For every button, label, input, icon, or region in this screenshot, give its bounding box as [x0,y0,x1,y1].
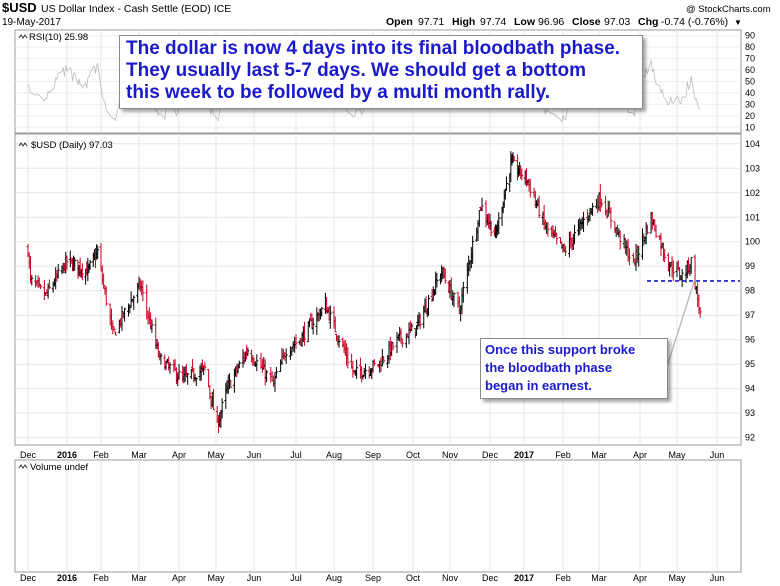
open-value: 97.71 [418,16,444,28]
x-tick-label: Apr [633,450,647,460]
price-label: $USD (Daily) 97.03 [31,140,113,151]
x-tick-label: Oct [406,450,421,460]
volume-x-tick-label: 2016 [57,573,77,583]
volume-x-tick-label: Feb [93,573,109,583]
x-tick-label: May [668,450,686,460]
rsi-tick-label: 80 [745,42,755,52]
volume-x-tick-label: Jun [247,573,262,583]
y-tick-label: 94 [745,384,755,394]
main-annotation-box: The dollar is now 4 days into its final … [119,35,643,109]
rsi-panel-icon [18,34,28,39]
x-tick-label: Apr [172,450,186,460]
volume-x-tick-label: Apr [172,573,186,583]
x-tick-label: Mar [591,450,607,460]
x-tick-label: Sep [365,450,381,460]
volume-x-tick-label: Apr [633,573,647,583]
volume-x-tick-label: Feb [555,573,571,583]
rsi-tick-label: 50 [745,77,755,87]
chg-down-icon: ▼ [734,18,742,27]
y-tick-label: 95 [745,359,755,369]
support-annotation-line: the bloodbath phase [485,360,613,375]
high-value: 97.74 [480,16,506,28]
x-tick-label: Dec [20,450,37,460]
chart-date: 19-May-2017 [2,17,61,28]
x-tick-label: Dec [482,450,499,460]
watermark: @ StockCharts.com [686,4,771,15]
x-tick-label: Nov [442,450,459,460]
x-tick-label: Aug [326,450,342,460]
y-axis: 92 93 94 95 96 97 98 99 100 101 102 103 104 [745,139,760,443]
y-tick-label: 102 [745,188,760,198]
rsi-tick-label: 70 [745,54,755,64]
y-tick-label: 93 [745,408,755,418]
price-bars [26,151,702,433]
volume-x-tick-label: Nov [442,573,459,583]
volume-x-tick-label: Jun [710,573,725,583]
y-tick-label: 100 [745,237,760,247]
price-panel-icon [18,142,28,147]
x-axis: Dec 2016 Feb Mar Apr May Jun Jul Aug Sep Oct Nov Dec… [20,450,724,460]
volume-label: Volume undef [30,462,88,473]
main-annotation-line: They usually last 5-7 days. We should ge… [126,60,586,81]
y-tick-label: 96 [745,335,755,345]
volume-x-tick-label: Sep [365,573,381,583]
volume-x-tick-label: Dec [482,573,499,583]
x-tick-label: May [207,450,225,460]
rsi-tick-label: 20 [745,111,755,121]
x-tick-label: 2017 [514,450,534,460]
volume-x-tick-label: May [207,573,225,583]
volume-x-tick-label: Dec [20,573,37,583]
volume-x-tick-label: May [668,573,686,583]
volume-x-tick-label: 2017 [514,573,534,583]
volume-panel [14,459,742,573]
x-tick-label: Jun [247,450,262,460]
main-annotation-line: The dollar is now 4 days into its final … [126,38,621,59]
y-tick-label: 97 [745,310,755,320]
x-tick-label: 2016 [57,450,77,460]
symbol-description: US Dollar Index - Cash Settle (EOD) ICE [41,3,231,15]
open-label: Open [386,16,413,28]
rsi-tick-label: 10 [745,122,755,132]
low-label: Low [514,16,536,28]
volume-x-tick-label: Jul [290,573,302,583]
rsi-tick-label: 90 [745,31,755,41]
volume-x-tick-label: Oct [406,573,421,583]
support-annotation-line: began in earnest. [485,378,592,393]
high-label: High [452,16,475,28]
volume-x-axis: Dec 2016 Feb Mar Apr May Jun Jul Aug Sep Oct Nov Dec… [20,573,724,583]
x-tick-label: Jun [710,450,725,460]
x-tick-label: Feb [555,450,571,460]
main-annotation-line: this week to be followed by a multi mont… [126,82,551,103]
rsi-label: RSI(10) 25.98 [29,32,88,43]
volume-x-tick-label: Mar [131,573,147,583]
chg-value: -0.74 (-0.76%) [661,16,728,28]
y-tick-label: 99 [745,261,755,271]
x-tick-label: Jul [290,450,302,460]
low-value: 96.96 [538,16,564,28]
rsi-tick-label: 30 [745,99,755,109]
y-tick-label: 92 [745,433,755,443]
support-annotation-box: Once this support broke the bloodbath ph… [480,338,668,399]
volume-panel-icon [18,464,28,469]
support-annotation-line: Once this support broke [485,342,636,357]
volume-x-tick-label: Mar [591,573,607,583]
volume-x-tick-label: Aug [326,573,342,583]
symbol-label: $USD [2,0,37,15]
y-tick-label: 98 [745,286,755,296]
chg-label: Chg [638,16,658,28]
rsi-tick-label: 40 [745,88,755,98]
close-label: Close [572,16,601,28]
y-tick-label: 103 [745,163,760,173]
x-tick-label: Feb [93,450,109,460]
y-tick-label: 104 [745,139,760,149]
rsi-tick-label: 60 [745,65,755,75]
close-value: 97.03 [604,16,630,28]
x-tick-label: Mar [131,450,147,460]
y-tick-label: 101 [745,212,760,222]
